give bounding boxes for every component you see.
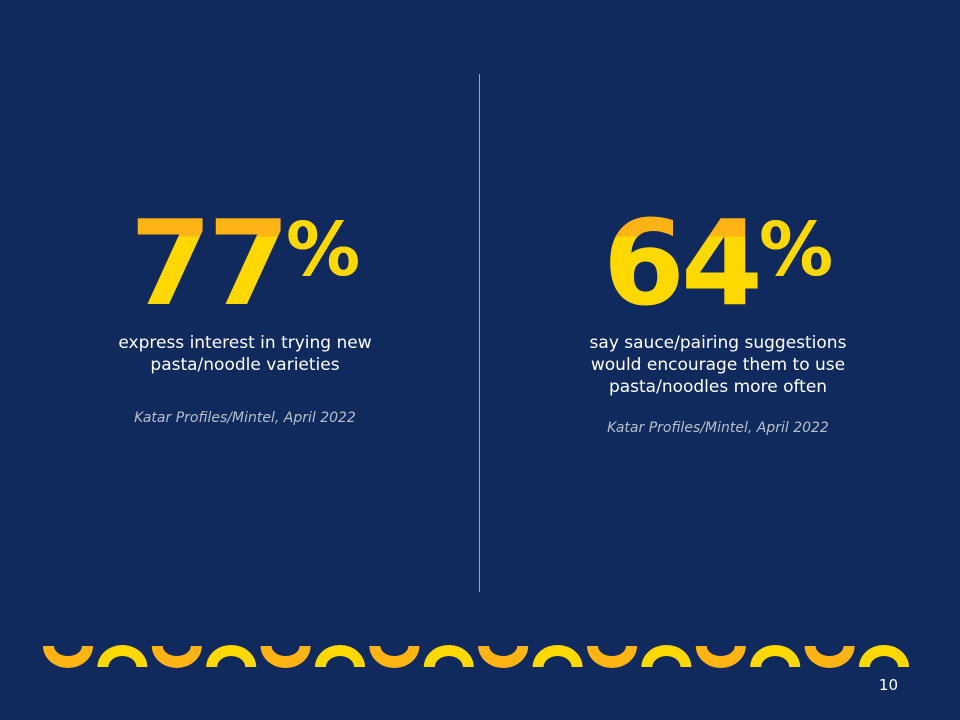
macaroni-piece xyxy=(478,646,529,668)
macaroni-piece xyxy=(260,646,311,668)
macaroni-piece xyxy=(532,645,583,667)
stat-source: Katar Profiles/Mintel, April 2022 xyxy=(607,420,829,436)
macaroni-piece xyxy=(369,646,420,668)
stat-block-right: 64% say sauce/pairing suggestions would … xyxy=(518,200,918,436)
macaroni-piece xyxy=(695,646,746,668)
stat-value: 64% xyxy=(602,194,834,332)
stat-description: say sauce/pairing suggestions would enco… xyxy=(589,333,847,397)
macaroni-piece xyxy=(804,646,855,668)
macaroni-piece xyxy=(151,646,202,668)
macaroni-piece xyxy=(315,645,365,667)
macaroni-piece xyxy=(859,645,909,667)
macaroni-border-icon xyxy=(43,645,909,668)
stat-description: express interest in trying new pasta/noo… xyxy=(118,333,372,375)
macaroni-piece xyxy=(206,645,257,667)
macaroni-piece xyxy=(750,645,801,667)
divider xyxy=(479,74,480,592)
macaroni-piece xyxy=(587,646,637,668)
stat-block-left: 77% express interest in trying new pasta… xyxy=(45,200,445,426)
macaroni-piece xyxy=(423,645,474,667)
page-number: 10 xyxy=(878,676,898,694)
stat-value: 77% xyxy=(129,194,361,332)
macaroni-piece xyxy=(97,645,148,667)
macaroni-piece xyxy=(641,645,692,667)
macaroni-piece xyxy=(43,646,93,668)
stat-source: Katar Profiles/Mintel, April 2022 xyxy=(134,410,356,426)
